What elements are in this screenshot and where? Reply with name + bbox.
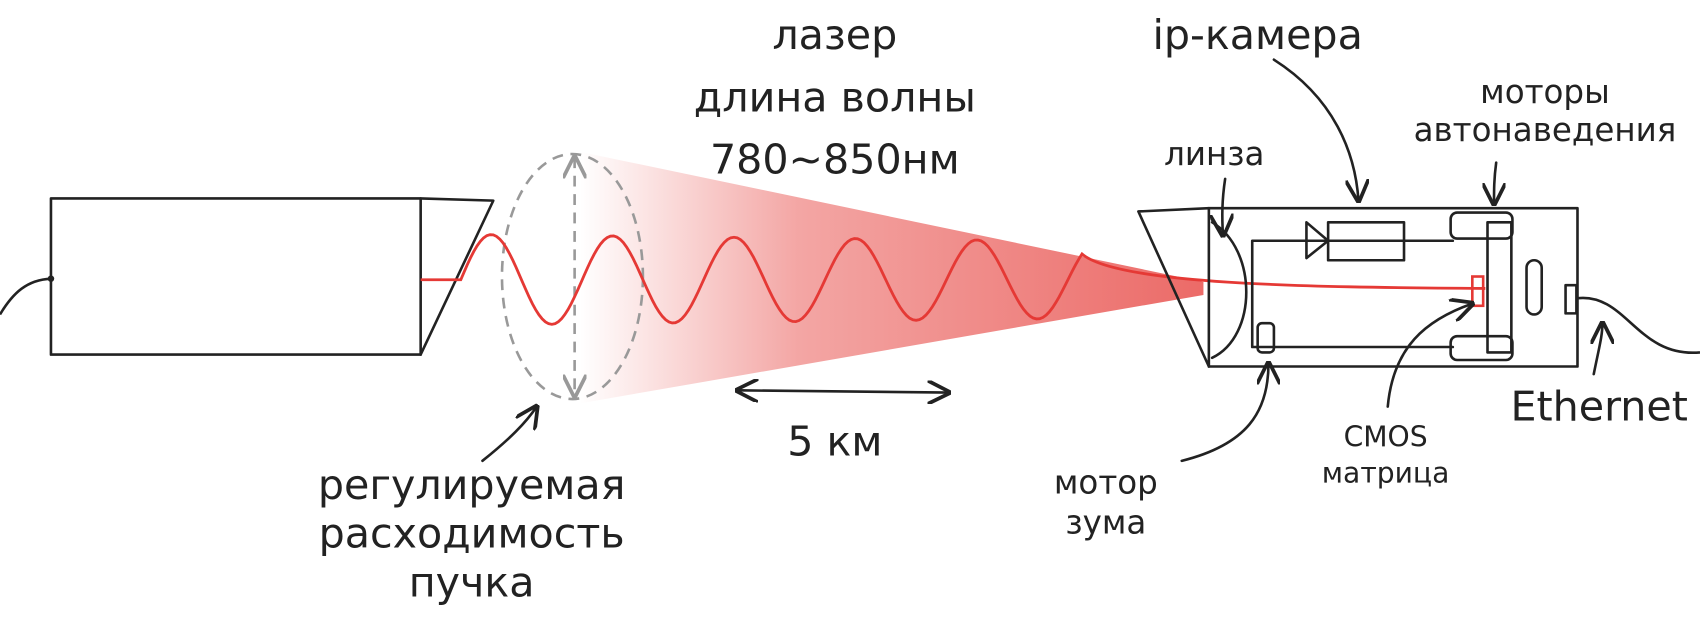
motors-label: автонаведения [1414, 111, 1677, 149]
laser-label: 780~850нм [710, 136, 960, 184]
divergence-label: пучка [409, 558, 535, 606]
laser-label: длина волны [694, 74, 976, 122]
distance-label: 5 км [787, 417, 882, 465]
camera-device [1137, 206, 1700, 368]
camera-label: ip-камера [1152, 11, 1362, 59]
laser-device [0, 197, 495, 356]
zoom-motor-label: зума [1065, 503, 1146, 541]
ethernet-label: Ethernet [1510, 383, 1687, 431]
divergence-label: регулируемая [318, 461, 626, 509]
laser-wave [420, 233, 1486, 326]
zoom-motor-label: мотор [1054, 463, 1158, 501]
cmos-label: матрица [1322, 457, 1450, 490]
beam-cone [580, 151, 1204, 404]
lens-label: линза [1164, 135, 1264, 173]
pointer-arrows [481, 58, 1602, 463]
cmos-label: CMOS [1344, 421, 1428, 454]
divergence-label: расходимость [319, 510, 625, 558]
motors-label: моторы [1480, 73, 1610, 111]
laser-label: лазер [772, 11, 897, 59]
